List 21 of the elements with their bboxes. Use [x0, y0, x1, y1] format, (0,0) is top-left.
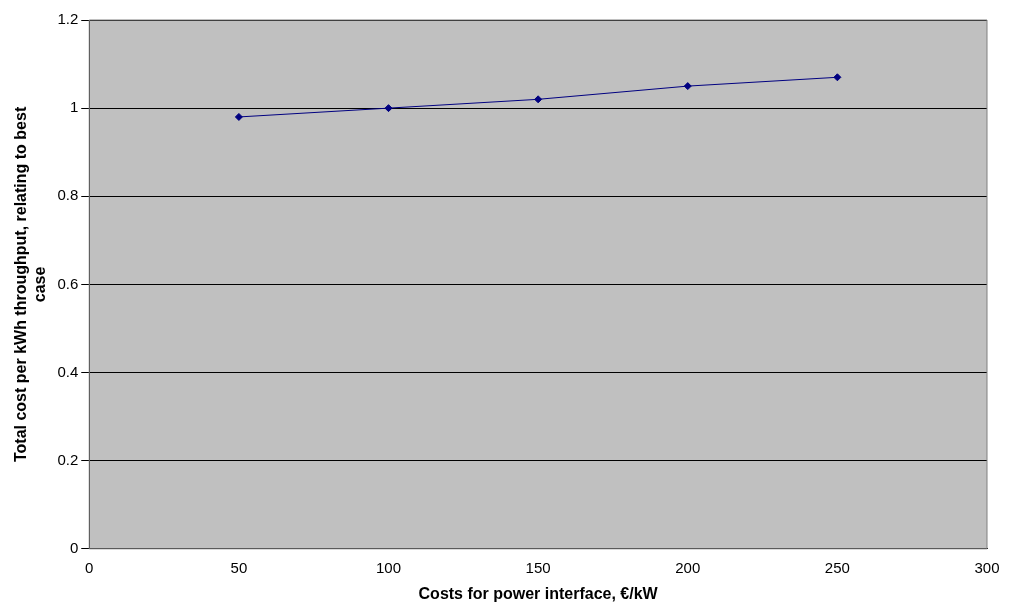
x-tick-label: 100	[375, 558, 402, 576]
y-axis-title: Total cost per kWh throughput, relating to best case	[12, 106, 49, 463]
point	[534, 95, 543, 104]
x-tick-label: 50	[230, 558, 248, 576]
x-tick-label: 0	[85, 558, 94, 576]
y-tick-label: 0	[69, 538, 79, 556]
y-tick-label: 0.8	[57, 186, 79, 204]
point	[683, 82, 692, 91]
point	[833, 73, 842, 82]
point	[384, 104, 393, 113]
y-tick-label: 0.4	[57, 362, 79, 380]
y-tick-label: 0.6	[57, 274, 79, 292]
point	[234, 112, 243, 121]
x-axis-title: Costs for power interface, €/kW	[418, 584, 659, 602]
x-tick-label: 300	[974, 558, 1000, 576]
x-tick-label: 250	[824, 558, 850, 576]
y-tick-label: 1	[69, 98, 79, 116]
y-tick-label: 1.2	[57, 10, 79, 28]
x-tick-label: 150	[525, 558, 551, 576]
y-tick-label: 0.2	[57, 450, 79, 468]
x-tick-label: 200	[675, 558, 701, 576]
